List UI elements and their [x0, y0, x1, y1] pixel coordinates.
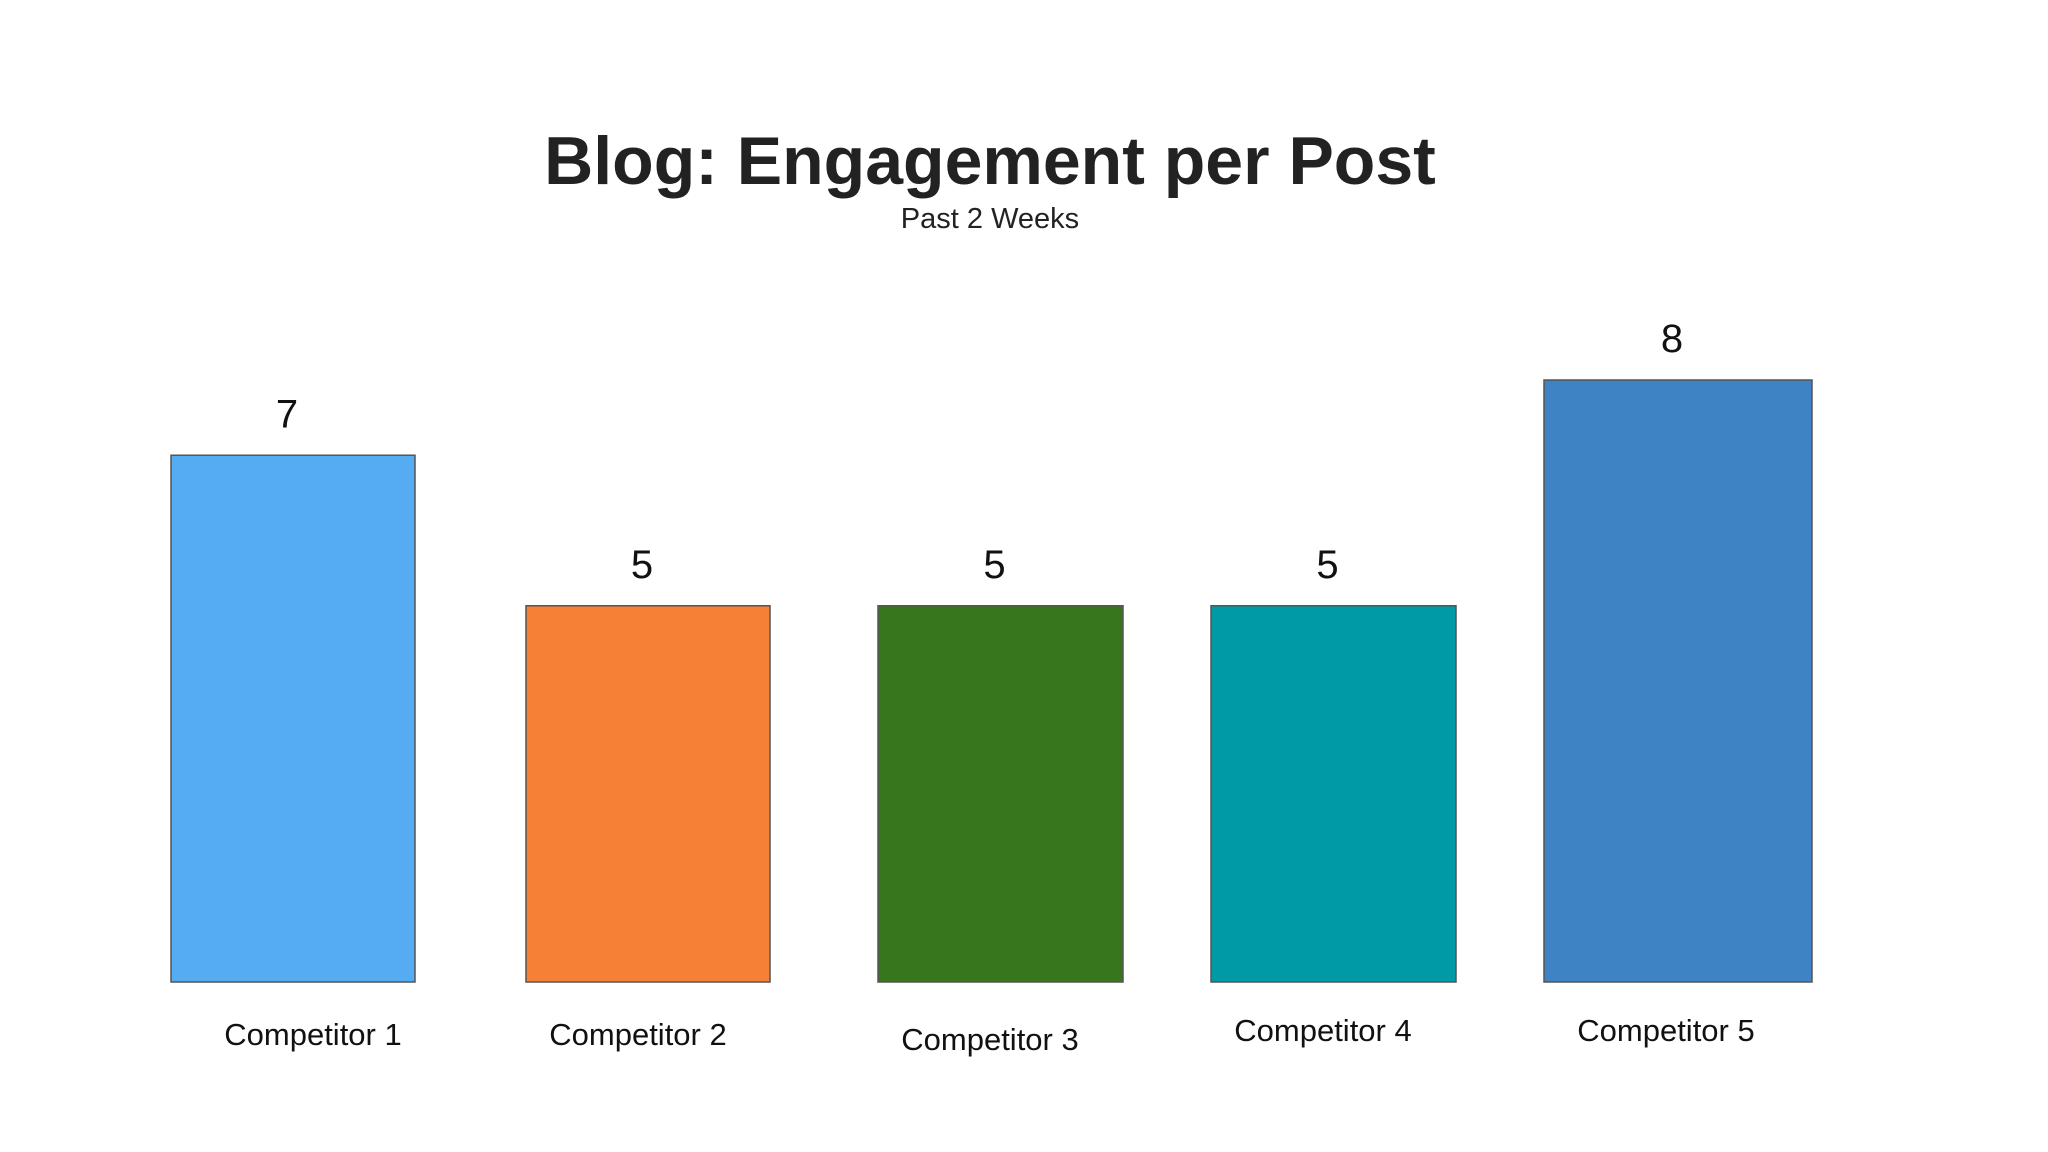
- chart-title: Blog: Engagement per Post: [544, 123, 1436, 199]
- value-label: 8: [1661, 317, 1683, 361]
- value-label: 7: [276, 392, 298, 436]
- x-tick-label: Competitor 5: [1577, 1013, 1754, 1048]
- bar: [877, 605, 1124, 983]
- bar: [170, 454, 416, 983]
- bar: [1210, 605, 1457, 983]
- value-label: 5: [631, 543, 653, 587]
- x-tick-label: Competitor 2: [549, 1017, 726, 1052]
- bar: [1543, 379, 1813, 983]
- value-label: 5: [1316, 543, 1338, 587]
- bar: [525, 605, 771, 983]
- x-tick-label: Competitor 4: [1234, 1013, 1411, 1048]
- x-tick-label: Competitor 1: [224, 1017, 401, 1052]
- value-label: 5: [983, 543, 1005, 587]
- chart-subtitle: Past 2 Weeks: [901, 203, 1079, 235]
- x-tick-label: Competitor 3: [901, 1022, 1078, 1057]
